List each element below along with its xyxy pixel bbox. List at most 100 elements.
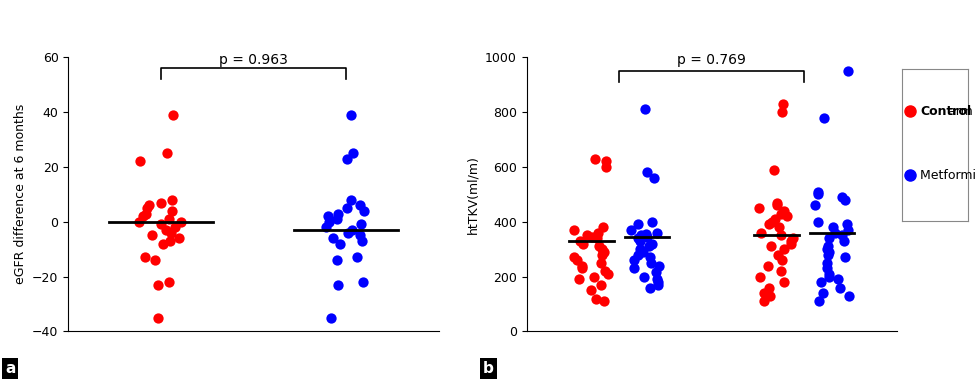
Point (783, 241, 799, 247)
Point (579, 232, 595, 239)
Point (574, 265, 590, 271)
Point (167, 224, 182, 230)
Point (837, 238, 852, 244)
Point (822, 274, 838, 280)
Point (771, 224, 787, 230)
Point (597, 249, 612, 255)
Point (776, 208, 792, 214)
Text: Metformin arm: Metformin arm (920, 169, 975, 182)
Text: b: b (483, 362, 493, 376)
Point (599, 158, 614, 165)
Point (631, 221, 646, 227)
Point (643, 255, 658, 261)
Point (810, 189, 826, 195)
Point (838, 255, 853, 261)
Point (594, 282, 609, 288)
Point (583, 287, 599, 293)
Text: a: a (5, 362, 16, 376)
Point (769, 200, 785, 206)
Point (154, 221, 170, 227)
Point (174, 219, 189, 225)
Point (572, 238, 588, 244)
Point (163, 238, 178, 244)
Point (649, 282, 665, 288)
Point (649, 276, 665, 282)
Point (132, 158, 147, 165)
Point (590, 235, 605, 241)
Point (831, 276, 846, 282)
Point (642, 243, 657, 250)
Point (566, 255, 582, 261)
Point (321, 219, 336, 225)
Point (816, 114, 832, 120)
Point (144, 232, 160, 239)
Point (138, 210, 154, 216)
Point (324, 315, 339, 321)
Point (627, 257, 643, 263)
Point (331, 282, 346, 288)
Point (810, 191, 826, 197)
Text: p = 0.769: p = 0.769 (678, 53, 746, 67)
Point (135, 213, 150, 219)
Point (644, 219, 660, 225)
Point (761, 221, 777, 227)
Point (769, 202, 785, 208)
Point (588, 296, 604, 302)
Point (645, 175, 661, 181)
Point (626, 265, 642, 271)
Point (630, 251, 645, 258)
Point (773, 268, 789, 274)
Point (172, 235, 187, 241)
Point (841, 293, 857, 299)
Point (153, 200, 169, 206)
Point (763, 243, 779, 250)
Point (773, 210, 789, 216)
Point (821, 251, 837, 258)
Point (811, 298, 827, 304)
Point (164, 197, 179, 203)
Point (165, 112, 180, 118)
Point (354, 238, 370, 244)
Point (165, 208, 180, 214)
Point (820, 265, 836, 271)
Text: Control: Control (920, 105, 971, 118)
Point (357, 208, 372, 214)
Point (574, 263, 590, 269)
Point (586, 274, 602, 280)
Point (640, 234, 655, 240)
Point (150, 282, 166, 288)
Point (159, 150, 175, 156)
Point (775, 257, 791, 263)
Point (330, 216, 345, 222)
Point (760, 263, 776, 269)
Point (770, 251, 786, 258)
Point (350, 255, 366, 261)
Point (774, 109, 790, 115)
Point (343, 112, 359, 118)
Point (339, 205, 355, 211)
Point (822, 235, 838, 241)
Point (647, 269, 663, 275)
Point (592, 243, 607, 250)
Point (575, 241, 591, 247)
Point (352, 202, 368, 208)
Point (147, 257, 163, 263)
Point (331, 210, 346, 216)
Point (773, 232, 789, 239)
Point (639, 231, 654, 237)
Point (649, 230, 665, 236)
Point (776, 246, 792, 252)
Point (651, 263, 667, 269)
Point (819, 246, 835, 252)
Point (820, 260, 836, 266)
Point (353, 221, 369, 227)
Point (345, 150, 361, 156)
Point (757, 298, 772, 304)
Point (155, 241, 171, 247)
Point (330, 257, 345, 263)
Point (325, 235, 340, 241)
Point (636, 274, 651, 280)
Point (820, 243, 836, 250)
Point (821, 271, 837, 277)
Point (631, 235, 646, 241)
